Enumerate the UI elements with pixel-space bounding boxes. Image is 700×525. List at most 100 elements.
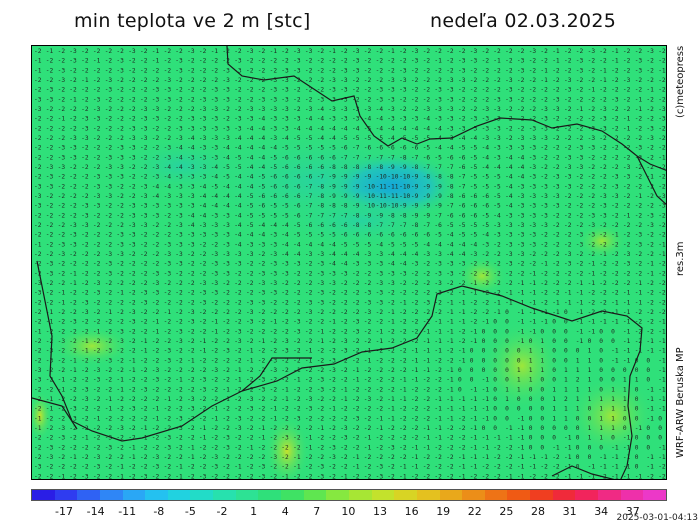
svg-text:-2: -2 <box>482 261 490 268</box>
svg-text:-2: -2 <box>164 222 172 229</box>
svg-text:-2: -2 <box>211 435 219 442</box>
svg-text:-3: -3 <box>128 125 136 132</box>
svg-text:0: 0 <box>517 348 521 355</box>
svg-text:-2: -2 <box>199 270 207 277</box>
svg-text:-1: -1 <box>517 290 525 297</box>
svg-text:-3: -3 <box>376 96 384 103</box>
svg-text:-2: -2 <box>116 367 124 374</box>
svg-text:-9: -9 <box>434 193 442 200</box>
svg-text:-2: -2 <box>246 386 254 393</box>
svg-text:-3: -3 <box>46 357 54 364</box>
svg-text:-9: -9 <box>328 193 336 200</box>
svg-text:-4: -4 <box>281 232 289 239</box>
svg-text:-4: -4 <box>234 193 242 200</box>
color-swatch <box>394 490 417 500</box>
svg-text:-1: -1 <box>69 367 77 374</box>
svg-text:-3: -3 <box>211 222 219 229</box>
svg-text:-3: -3 <box>164 193 172 200</box>
svg-text:-2: -2 <box>281 464 289 471</box>
svg-text:0: 0 <box>540 406 544 413</box>
svg-text:-3: -3 <box>152 96 160 103</box>
svg-text:-2: -2 <box>552 270 560 277</box>
svg-text:-11: -11 <box>387 193 398 200</box>
svg-text:-2: -2 <box>199 464 207 471</box>
svg-text:-2: -2 <box>34 435 42 442</box>
svg-text:-2: -2 <box>270 67 278 74</box>
svg-text:-5: -5 <box>293 222 301 229</box>
svg-text:-2: -2 <box>128 396 136 403</box>
svg-text:-1: -1 <box>211 48 219 55</box>
svg-text:-2: -2 <box>328 377 336 384</box>
svg-text:-2: -2 <box>493 87 501 94</box>
svg-text:-3: -3 <box>611 183 619 190</box>
svg-text:-2: -2 <box>140 87 148 94</box>
border-east <box>636 155 666 205</box>
svg-text:-2: -2 <box>152 222 160 229</box>
svg-text:-3: -3 <box>199 164 207 171</box>
svg-text:-2: -2 <box>599 135 607 142</box>
svg-text:-2: -2 <box>128 464 136 471</box>
svg-text:-2: -2 <box>187 338 195 345</box>
svg-text:-1: -1 <box>529 280 537 287</box>
svg-text:-6: -6 <box>364 232 372 239</box>
svg-text:-8: -8 <box>364 222 372 229</box>
svg-text:-2: -2 <box>222 309 230 316</box>
svg-text:0: 0 <box>635 406 639 413</box>
svg-text:-1: -1 <box>116 464 124 471</box>
svg-text:-9: -9 <box>399 164 407 171</box>
svg-text:-1: -1 <box>611 48 619 55</box>
svg-text:0: 0 <box>529 396 533 403</box>
svg-text:-3: -3 <box>211 87 219 94</box>
svg-text:-1: -1 <box>470 386 478 393</box>
svg-text:-2: -2 <box>376 357 384 364</box>
svg-text:1: 1 <box>576 396 580 403</box>
svg-text:-2: -2 <box>93 251 101 258</box>
svg-text:-2: -2 <box>116 96 124 103</box>
svg-text:-3: -3 <box>493 154 501 161</box>
svg-text:-1: -1 <box>482 444 490 451</box>
svg-text:-1: -1 <box>493 299 501 306</box>
svg-text:-2: -2 <box>599 280 607 287</box>
svg-text:-4: -4 <box>211 193 219 200</box>
svg-text:-7: -7 <box>317 212 325 219</box>
svg-text:1: 1 <box>588 425 592 432</box>
svg-text:-1: -1 <box>517 299 525 306</box>
svg-text:-3: -3 <box>258 299 266 306</box>
svg-text:-2: -2 <box>246 67 254 74</box>
svg-text:-2: -2 <box>635 328 643 335</box>
svg-text:-2: -2 <box>470 87 478 94</box>
svg-text:-4: -4 <box>446 251 454 258</box>
svg-text:-2: -2 <box>222 48 230 55</box>
svg-text:-8: -8 <box>328 203 336 210</box>
svg-text:-2: -2 <box>293 77 301 84</box>
svg-text:-2: -2 <box>234 270 242 277</box>
svg-text:-3: -3 <box>211 290 219 297</box>
svg-text:1: 1 <box>588 386 592 393</box>
svg-text:-2: -2 <box>411 77 419 84</box>
color-scale-tick: 37 <box>625 505 640 518</box>
svg-text:-4: -4 <box>505 174 513 181</box>
svg-text:-4: -4 <box>317 135 325 142</box>
svg-text:-2: -2 <box>34 164 42 171</box>
svg-text:-3: -3 <box>164 203 172 210</box>
svg-text:-2: -2 <box>646 280 654 287</box>
svg-text:-3: -3 <box>128 309 136 316</box>
svg-text:-4: -4 <box>258 164 266 171</box>
svg-text:-1: -1 <box>81 435 89 442</box>
svg-text:-2: -2 <box>270 444 278 451</box>
svg-text:-3: -3 <box>482 116 490 123</box>
svg-text:-4: -4 <box>187 135 195 142</box>
svg-text:-2: -2 <box>81 406 89 413</box>
svg-text:-3: -3 <box>293 67 301 74</box>
svg-text:-4: -4 <box>234 232 242 239</box>
svg-text:-2: -2 <box>317 309 325 316</box>
svg-text:-2: -2 <box>281 406 289 413</box>
svg-text:0: 0 <box>623 415 627 422</box>
svg-text:-3: -3 <box>552 193 560 200</box>
svg-text:-2: -2 <box>222 415 230 422</box>
svg-text:-1: -1 <box>646 174 654 181</box>
svg-text:-1: -1 <box>199 348 207 355</box>
svg-text:-1: -1 <box>152 415 160 422</box>
svg-text:-2: -2 <box>93 435 101 442</box>
svg-text:-2: -2 <box>482 290 490 297</box>
